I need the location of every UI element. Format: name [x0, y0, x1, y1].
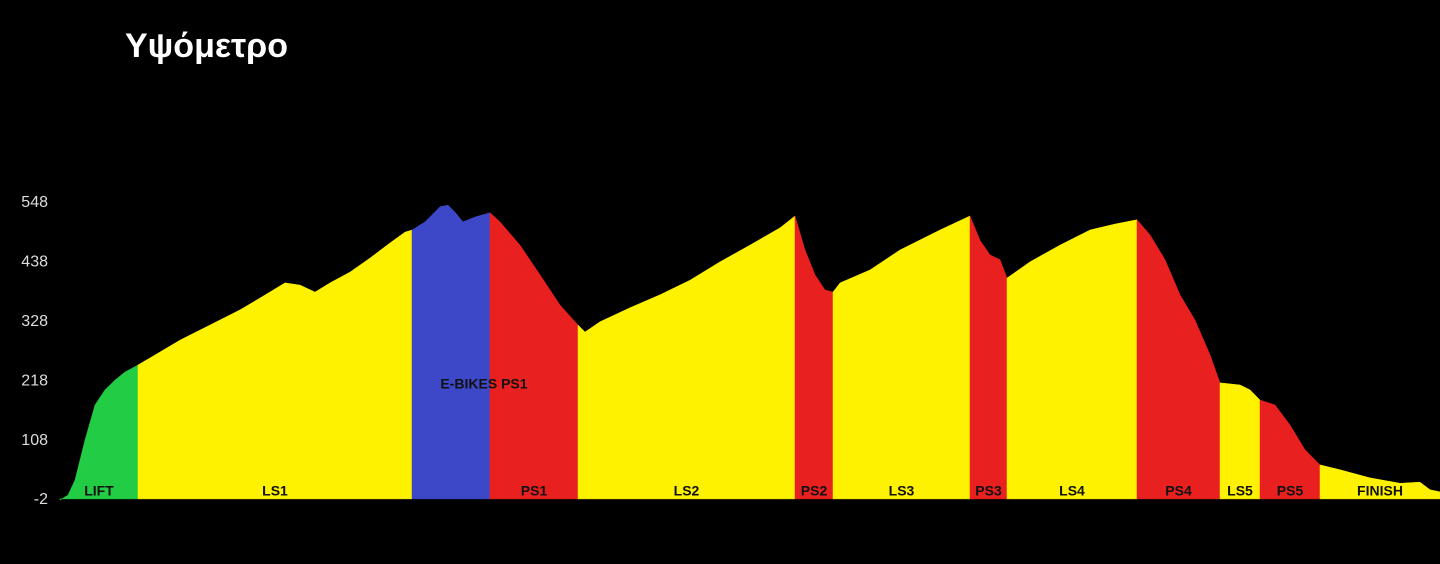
- segment-label: FINISH: [1357, 483, 1403, 499]
- segment-label: E-BIKES PS1: [440, 376, 527, 392]
- elevation-segment: [1136, 219, 1221, 500]
- elevation-segment: [577, 215, 796, 500]
- segment-label: PS2: [801, 483, 828, 499]
- elevation-segment: [794, 215, 834, 500]
- y-tick-label: 108: [21, 432, 48, 449]
- segment-label: PS5: [1277, 483, 1304, 499]
- elevation-segment: [137, 229, 413, 500]
- chart-title: Υψόμετρο: [125, 27, 288, 65]
- segment-label: LS4: [1059, 483, 1085, 499]
- elevation-segment: [832, 215, 971, 500]
- elevation-segment: [1006, 219, 1138, 500]
- segment-label: LIFT: [84, 483, 114, 499]
- y-tick-label: -2: [34, 491, 48, 508]
- segment-label: LS1: [262, 483, 288, 499]
- elevation-segment: [1219, 382, 1261, 500]
- y-tick-label: 218: [21, 372, 48, 389]
- y-tick-label: 548: [21, 194, 48, 211]
- segment-label: LS5: [1227, 483, 1253, 499]
- elevation-segment: [59, 364, 139, 501]
- segment-label: LS2: [674, 483, 700, 499]
- segment-label: PS3: [975, 483, 1002, 499]
- elevation-segment: [489, 212, 579, 500]
- elevation-segment: [969, 215, 1008, 500]
- elevation-segment: [411, 204, 491, 500]
- y-tick-label: 438: [21, 254, 48, 271]
- segment-label: PS4: [1165, 483, 1192, 499]
- segment-label: LS3: [889, 483, 915, 499]
- y-tick-label: 328: [21, 313, 48, 330]
- segment-label: PS1: [521, 483, 548, 499]
- elevation-segment: [1319, 464, 1440, 500]
